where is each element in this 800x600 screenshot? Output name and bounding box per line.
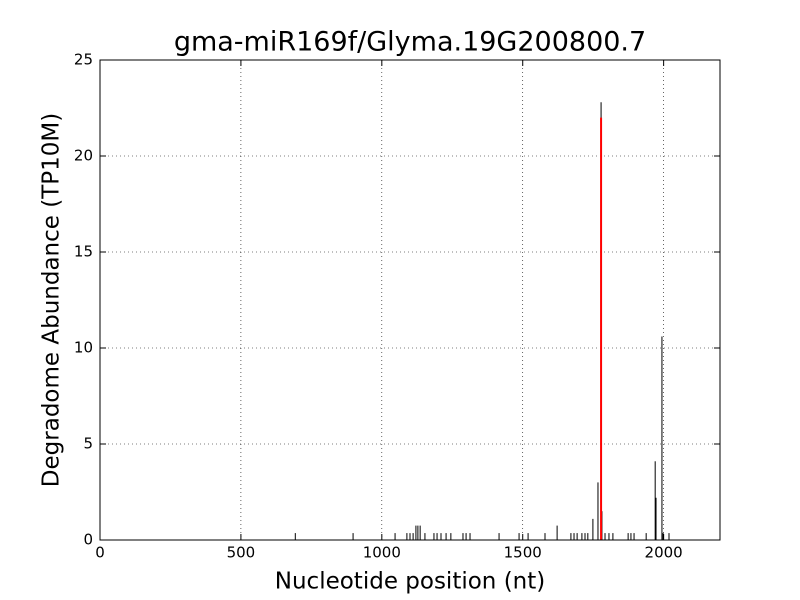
y-tick-label: 25 (74, 51, 93, 69)
x-tick-label: 500 (227, 544, 256, 562)
x-tick-label: 0 (95, 544, 105, 562)
chart-title: gma-miR169f/Glyma.19G200800.7 (174, 27, 646, 58)
y-tick-label: 0 (83, 531, 93, 549)
y-tick-label: 15 (74, 243, 93, 261)
x-tick-label: 2000 (645, 544, 683, 562)
x-axis-label: Nucleotide position (nt) (275, 569, 545, 595)
y-tick-label: 20 (74, 147, 93, 165)
y-tick-label: 10 (74, 339, 93, 357)
y-axis-label: Degradome Abundance (TP10M) (39, 113, 65, 487)
y-tick-label: 5 (83, 435, 93, 453)
plot-frame (99, 59, 721, 541)
x-tick-label: 1500 (504, 544, 542, 562)
x-tick-label: 1000 (363, 544, 401, 562)
